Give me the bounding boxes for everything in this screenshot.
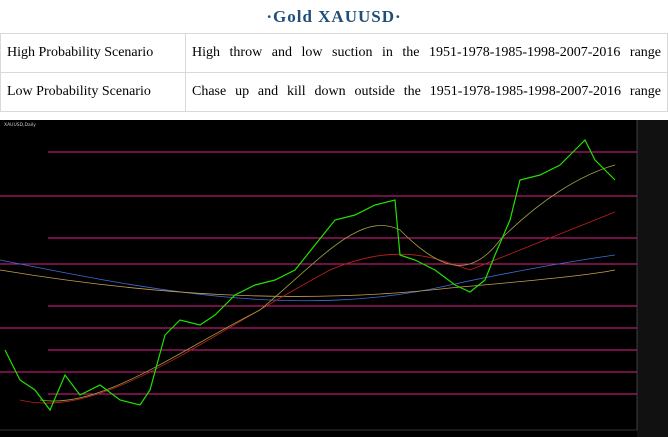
level-lines xyxy=(0,151,637,395)
chart-background xyxy=(0,120,668,437)
chart-symbol: XAUUSD,Daily xyxy=(4,122,36,128)
table-cell: Low Probability Scenario xyxy=(0,72,186,112)
table-cell: High Probability Scenario xyxy=(0,33,186,73)
table-cell: Chase up and kill down outside the 1951-… xyxy=(185,72,668,112)
price-axis xyxy=(637,120,668,437)
table-cell: High throw and low suction in the 1951-1… xyxy=(185,33,668,73)
table-row: High Probability Scenario High throw and… xyxy=(0,33,668,73)
scenario-table: High Probability Scenario High throw and… xyxy=(0,33,668,112)
moving-averages xyxy=(0,164,616,404)
table-row: Low Probability Scenario Chase up and ki… xyxy=(0,72,668,112)
price-candles xyxy=(4,138,616,412)
title: ·Gold XAUUSD· xyxy=(266,7,402,26)
price-chart-image: XAUUSD,Daily xyxy=(0,120,668,437)
